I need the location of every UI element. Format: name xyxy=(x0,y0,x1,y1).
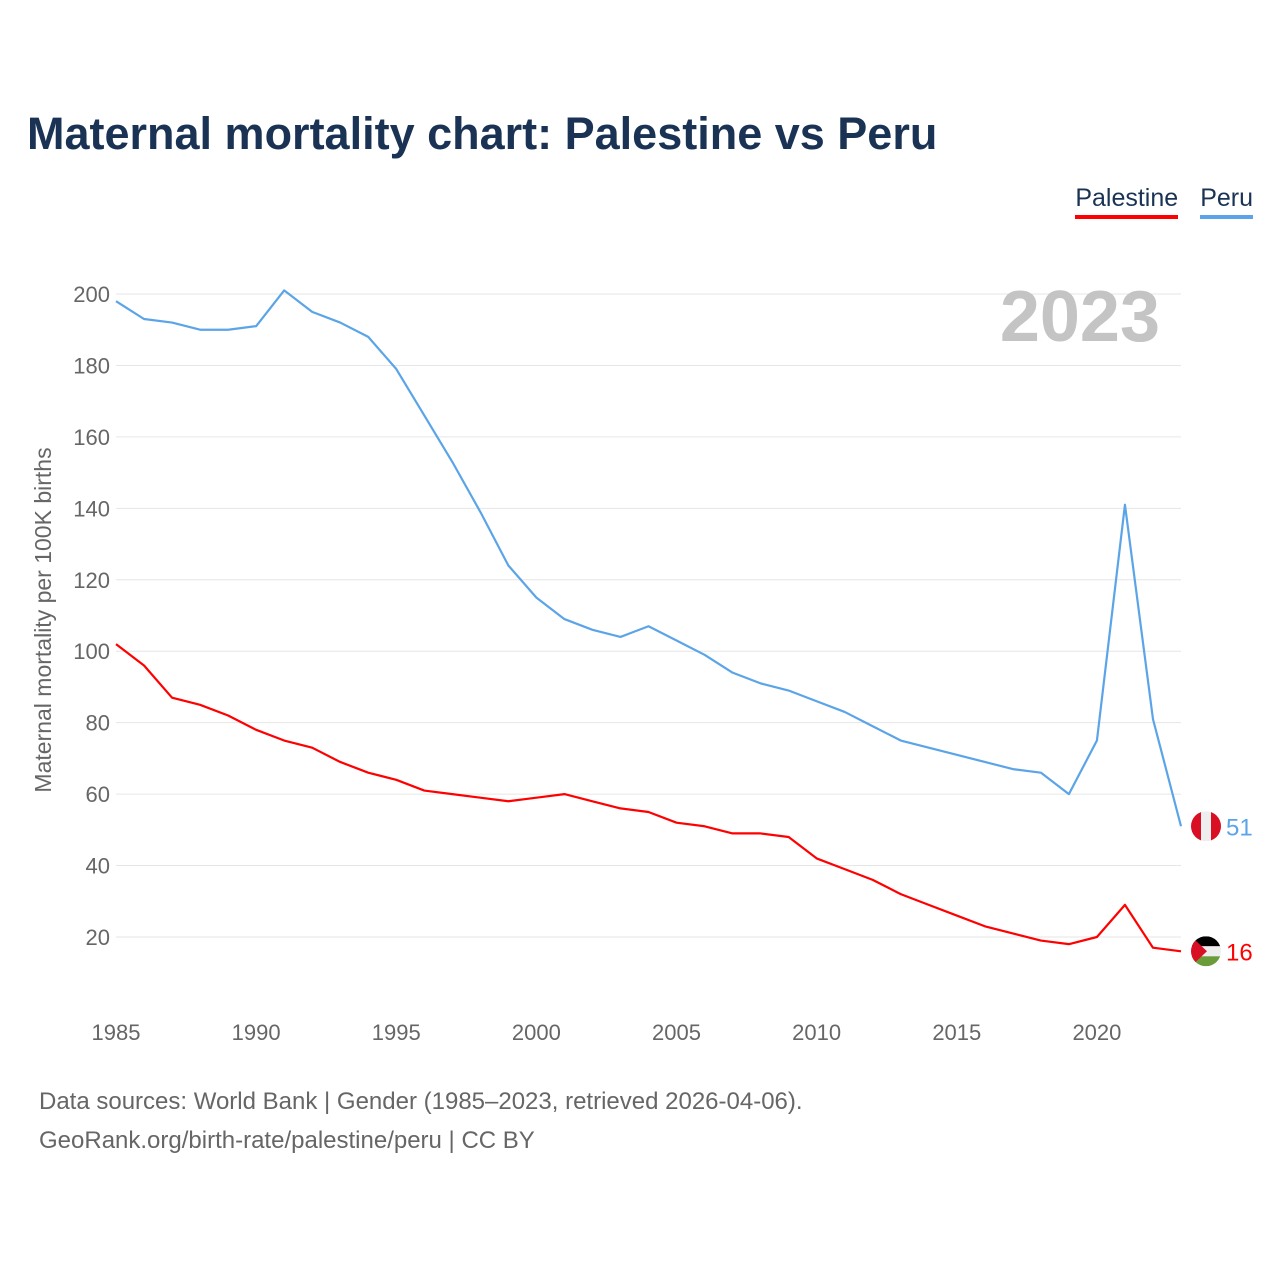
legend-item-peru[interactable]: Peru xyxy=(1200,184,1253,219)
y-axis-label: Maternal mortality per 100K births xyxy=(30,447,56,792)
y-tick-label: 200 xyxy=(73,282,110,307)
x-tick-label: 2020 xyxy=(1072,1020,1121,1045)
x-tick-label: 2015 xyxy=(932,1020,981,1045)
attribution-line: GeoRank.org/birth-rate/palestine/peru | … xyxy=(39,1127,535,1154)
legend-item-palestine[interactable]: Palestine xyxy=(1075,184,1179,219)
x-tick-label: 1990 xyxy=(232,1020,281,1045)
y-tick-label: 120 xyxy=(73,568,110,593)
x-tick-label: 2005 xyxy=(652,1020,701,1045)
y-tick-label: 140 xyxy=(73,496,110,521)
sources-line: Data sources: World Bank | Gender (1985–… xyxy=(39,1088,803,1115)
y-tick-label: 60 xyxy=(86,782,110,807)
series-line-peru xyxy=(115,289,1183,827)
y-tick-label: 160 xyxy=(73,425,110,450)
year-label: 2023 xyxy=(1000,277,1160,357)
y-tick-label: 40 xyxy=(86,854,110,879)
x-tick-label: 2000 xyxy=(512,1020,561,1045)
end-value-label-peru: 51 xyxy=(1226,814,1253,841)
series-line-palestine xyxy=(115,643,1182,953)
y-tick-label: 20 xyxy=(86,925,110,950)
palestine-flag-icon xyxy=(1191,936,1221,967)
y-tick-label: 80 xyxy=(86,711,110,736)
chart-title: Maternal mortality chart: Palestine vs P… xyxy=(27,108,938,159)
x-tick-label: 1985 xyxy=(92,1020,141,1045)
end-value-label-palestine: 16 xyxy=(1226,939,1253,966)
y-tick-label: 100 xyxy=(73,639,110,664)
peru-flag-icon xyxy=(1191,811,1221,842)
legend: Palestine Peru xyxy=(1075,184,1253,219)
y-tick-label: 180 xyxy=(73,353,110,378)
x-tick-label: 1995 xyxy=(372,1020,421,1045)
x-tick-label: 2010 xyxy=(792,1020,841,1045)
